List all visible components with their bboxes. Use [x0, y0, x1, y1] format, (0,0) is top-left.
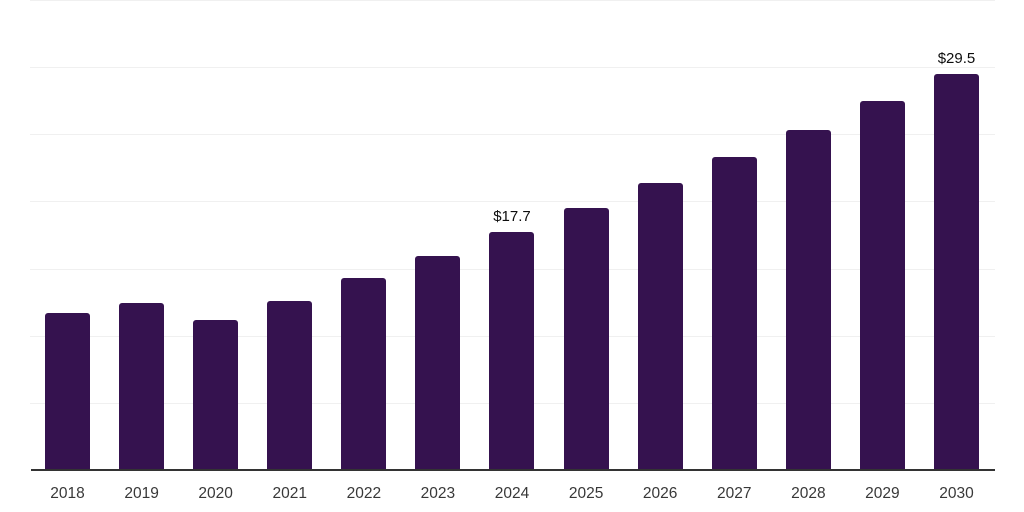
x-axis-line	[31, 469, 995, 471]
bar-2019	[119, 303, 165, 470]
gridline-y-35	[30, 0, 995, 1]
bar-2020	[193, 319, 239, 470]
bar-2028	[785, 130, 831, 470]
gridline-y-20	[30, 201, 995, 203]
bar-2018	[45, 312, 90, 470]
bar-2022	[341, 277, 387, 470]
x-tick-label-2023: 2023	[420, 485, 456, 502]
x-tick-label-2020: 2020	[198, 485, 233, 502]
gridline-y-30	[30, 67, 995, 69]
bar-2030	[933, 73, 979, 470]
x-tick-label-2030: 2030	[939, 485, 974, 502]
bar-value-label-2030: $29.5	[937, 49, 976, 67]
x-tick-label-2027: 2027	[716, 485, 752, 502]
x-tick-label-2025: 2025	[568, 485, 604, 502]
x-tick-label-2029: 2029	[865, 485, 900, 502]
x-tick-label-2019: 2019	[124, 485, 159, 502]
bar-2029	[859, 100, 905, 470]
x-tick-label-2026: 2026	[642, 485, 678, 502]
bar-2024	[489, 232, 535, 470]
bar-2026	[637, 182, 683, 470]
x-tick-label-2024: 2024	[494, 485, 530, 502]
bar-value-label-2024: $17.7	[493, 208, 531, 226]
bar-2023	[415, 256, 461, 470]
x-tick-label-2018: 2018	[50, 485, 85, 502]
bar-2025	[563, 208, 609, 470]
x-tick-label-2022: 2022	[346, 485, 382, 502]
x-tick-label-2021: 2021	[272, 485, 307, 502]
bar-2021	[267, 300, 313, 470]
x-tick-label-2028: 2028	[791, 485, 826, 502]
gridline-y-25	[30, 134, 995, 136]
bar-2027	[711, 157, 757, 470]
